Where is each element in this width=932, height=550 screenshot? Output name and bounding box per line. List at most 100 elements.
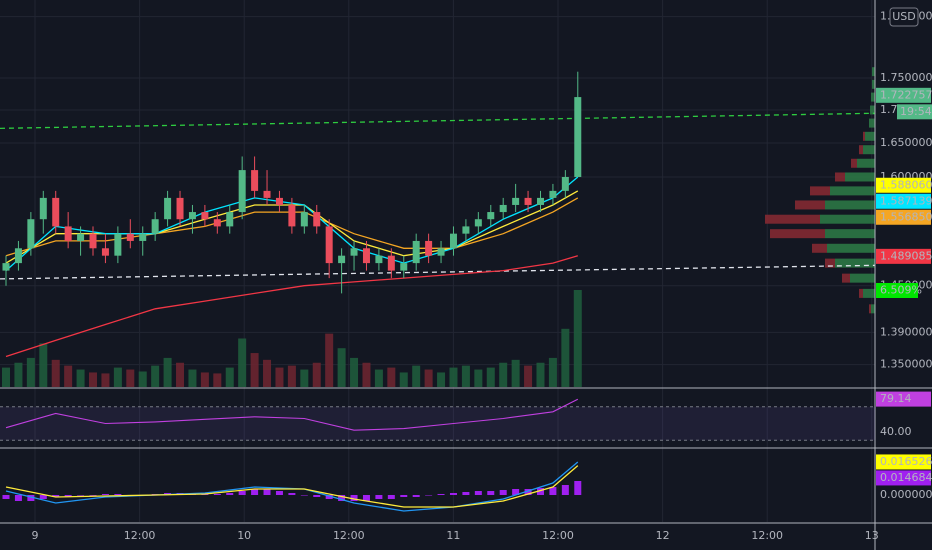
profile-up-bar: [863, 288, 875, 298]
price-badge: [876, 177, 931, 193]
currency-label: USD: [892, 10, 916, 23]
profile-down-bar: [859, 145, 863, 155]
candle-body: [512, 197, 520, 205]
volume-bar: [176, 362, 185, 387]
y-tick-label: 1.390000: [880, 325, 932, 338]
profile-down-bar: [810, 186, 830, 196]
macd-histogram-bar: [412, 495, 420, 497]
macd-histogram-bar: [425, 495, 433, 496]
candle-body: [387, 255, 395, 271]
volume-bar: [188, 369, 197, 387]
y-tick-label: 1.350000: [880, 358, 932, 371]
profile-down-bar: [863, 131, 865, 141]
volume-bar: [250, 353, 259, 387]
profile-up-bar: [865, 131, 875, 141]
candle-body: [201, 212, 209, 220]
trendline: [0, 264, 876, 280]
profile-up-bar: [857, 158, 875, 168]
candle-body: [139, 233, 147, 241]
macd-histogram-bar: [487, 491, 495, 495]
candle-body: [14, 248, 22, 264]
volume-bar: [399, 372, 408, 387]
volume-bar: [126, 369, 135, 387]
candle-body: [27, 219, 35, 249]
profile-down-bar: [765, 214, 820, 224]
candle-body: [499, 204, 507, 213]
volume-bar: [89, 372, 98, 387]
volume-bar: [350, 357, 359, 387]
candle-body: [238, 170, 246, 213]
candle-body: [39, 197, 47, 220]
price-badge-label: 1.588060: [880, 178, 932, 191]
volume-bar: [39, 343, 48, 387]
macd-histogram-bar: [362, 495, 370, 501]
rsi-band-fill: [0, 406, 875, 441]
volume-bar: [325, 333, 334, 387]
rsi-tick-label: 40.00: [880, 425, 912, 438]
macd-histogram-bar: [499, 490, 507, 495]
profile-up-bar: [820, 214, 875, 224]
profile-up-bar: [869, 118, 875, 128]
volume-bar: [362, 362, 371, 387]
candle-body: [338, 255, 346, 264]
macd-histogram-bar: [89, 495, 97, 496]
macd-histogram-bar: [400, 495, 408, 497]
profile-up-bar: [871, 304, 875, 314]
candle-body: [275, 197, 283, 205]
x-tick-label: 9: [32, 529, 39, 542]
candle-body: [151, 219, 159, 234]
profile-up-bar: [835, 258, 875, 268]
volume-bar: [101, 373, 110, 387]
candle-body: [213, 219, 221, 227]
trendline: [0, 112, 876, 130]
macd-histogram-bar: [437, 494, 445, 495]
candle-body: [449, 233, 457, 249]
x-tick-label: 11: [446, 529, 460, 542]
macd-histogram-bar: [325, 495, 333, 499]
macd-histogram-bar: [226, 493, 234, 495]
profile-up-bar: [825, 229, 875, 239]
x-tick-label: 12: [656, 529, 670, 542]
volume-bar: [412, 365, 421, 387]
candle-body: [574, 97, 582, 177]
price-badge-label: 1.587139: [880, 194, 932, 207]
candle-body: [350, 248, 358, 256]
macd-histogram-bar: [52, 495, 60, 497]
macd-histogram-bar: [375, 495, 383, 499]
countdown-badge: [897, 104, 932, 120]
macd-histogram-bar: [101, 494, 109, 495]
profile-up-bar: [872, 79, 875, 89]
candle-body: [251, 170, 259, 191]
countdown-label: 19:54: [900, 105, 932, 118]
macd-histogram-bar: [536, 488, 544, 495]
candle-body: [524, 197, 532, 205]
volume-bar: [511, 359, 520, 387]
candle-body: [52, 197, 60, 227]
volume-bar: [300, 369, 309, 387]
candle-body: [176, 197, 184, 220]
volume-bar: [524, 365, 533, 387]
macd-histogram-bar: [39, 495, 47, 499]
currency-button: [889, 7, 919, 27]
profile-up-bar: [850, 273, 875, 283]
candle-body: [362, 248, 370, 264]
macd-histogram-bar: [27, 495, 35, 501]
volume-bar: [213, 373, 222, 387]
candle-body: [288, 204, 296, 227]
macd-histogram-bar: [2, 495, 10, 499]
profile-down-bar: [842, 273, 850, 283]
volume-bar: [499, 362, 508, 387]
candle-body: [375, 255, 383, 264]
macd-histogram-bar: [263, 489, 271, 495]
volume-bar: [449, 367, 458, 387]
volume-bar: [263, 359, 272, 387]
macd-histogram-bar: [238, 491, 246, 495]
candle-body: [462, 226, 470, 234]
volume-bar: [138, 371, 147, 387]
volume-bar: [461, 365, 470, 387]
candle-body: [164, 197, 172, 220]
candle-body: [101, 248, 109, 256]
volume-bar: [312, 362, 321, 387]
candle-body: [226, 212, 234, 227]
